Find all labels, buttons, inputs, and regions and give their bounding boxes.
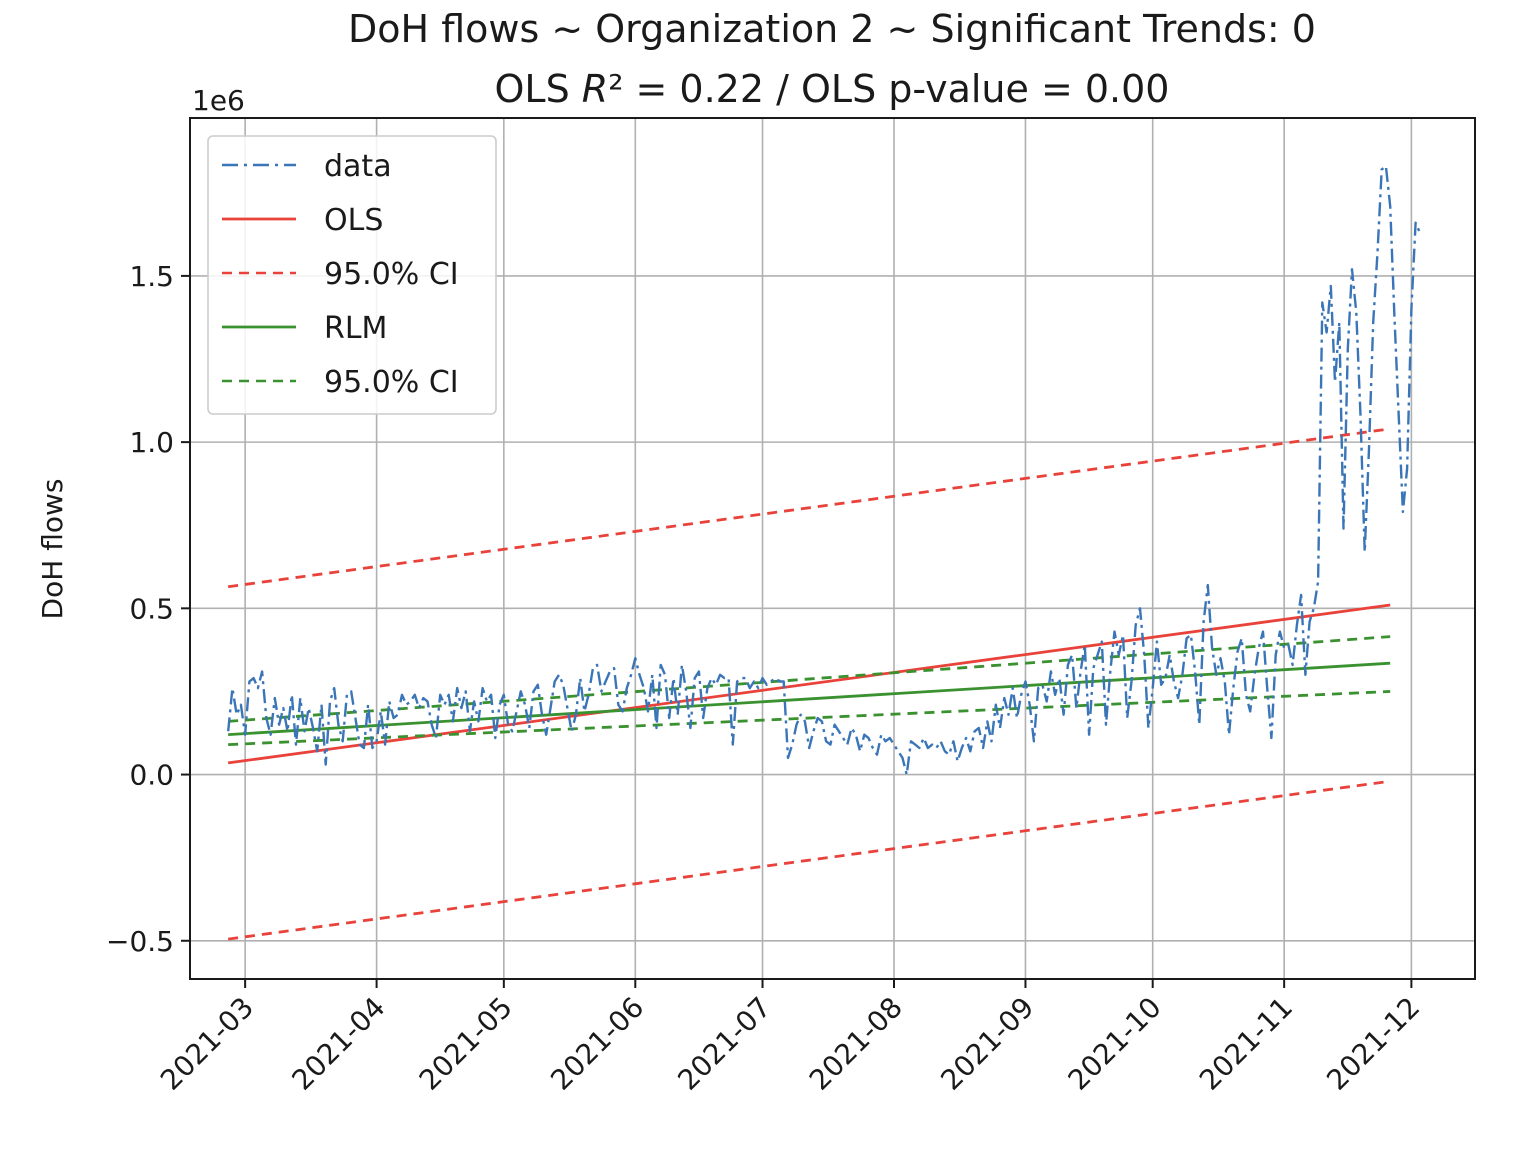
chart-subtitle: OLS R² = 0.22 / OLS p-value = 0.00	[495, 67, 1170, 111]
legend-label-ols-ci: 95.0% CI	[324, 257, 459, 292]
subtitle-part-1: OLS	[495, 67, 582, 111]
y-axis-label: DoH flows	[36, 479, 69, 620]
y-tick-label: 0.5	[129, 592, 174, 625]
data-series-layer	[227, 164, 1422, 776]
y-tick-label: 1.0	[129, 426, 174, 459]
legend: data OLS 95.0% CI RLM 95.0% CI	[207, 135, 497, 415]
y-tick-label: −0.5	[106, 925, 174, 958]
fit-line-ols-95-0-ci-lower	[227, 779, 1391, 941]
axes-frame	[189, 117, 1476, 980]
legend-label-ols: OLS	[324, 203, 383, 238]
legend-label-rlm: RLM	[324, 311, 387, 346]
y-tick-label: 0.0	[129, 759, 174, 792]
fit-line-rlm-95-0-ci-upper	[228, 635, 1391, 723]
fit-line-ols-95-0-ci-upper	[227, 427, 1391, 589]
legend-box	[207, 135, 497, 415]
data-series-line	[227, 164, 1422, 776]
y-offset-label: 1e6	[192, 84, 245, 117]
legend-label-rlm-ci: 95.0% CI	[324, 365, 459, 400]
subtitle-part-3: ² = 0.22 / OLS p-value = 0.00	[608, 67, 1169, 111]
subtitle-part-2: R	[582, 67, 608, 111]
grid-layer	[190, 118, 1475, 979]
legend-label-data: data	[324, 149, 392, 184]
y-tick-label: 1.5	[129, 260, 174, 293]
chart-title: DoH flows ~ Organization 2 ~ Significant…	[348, 7, 1316, 51]
